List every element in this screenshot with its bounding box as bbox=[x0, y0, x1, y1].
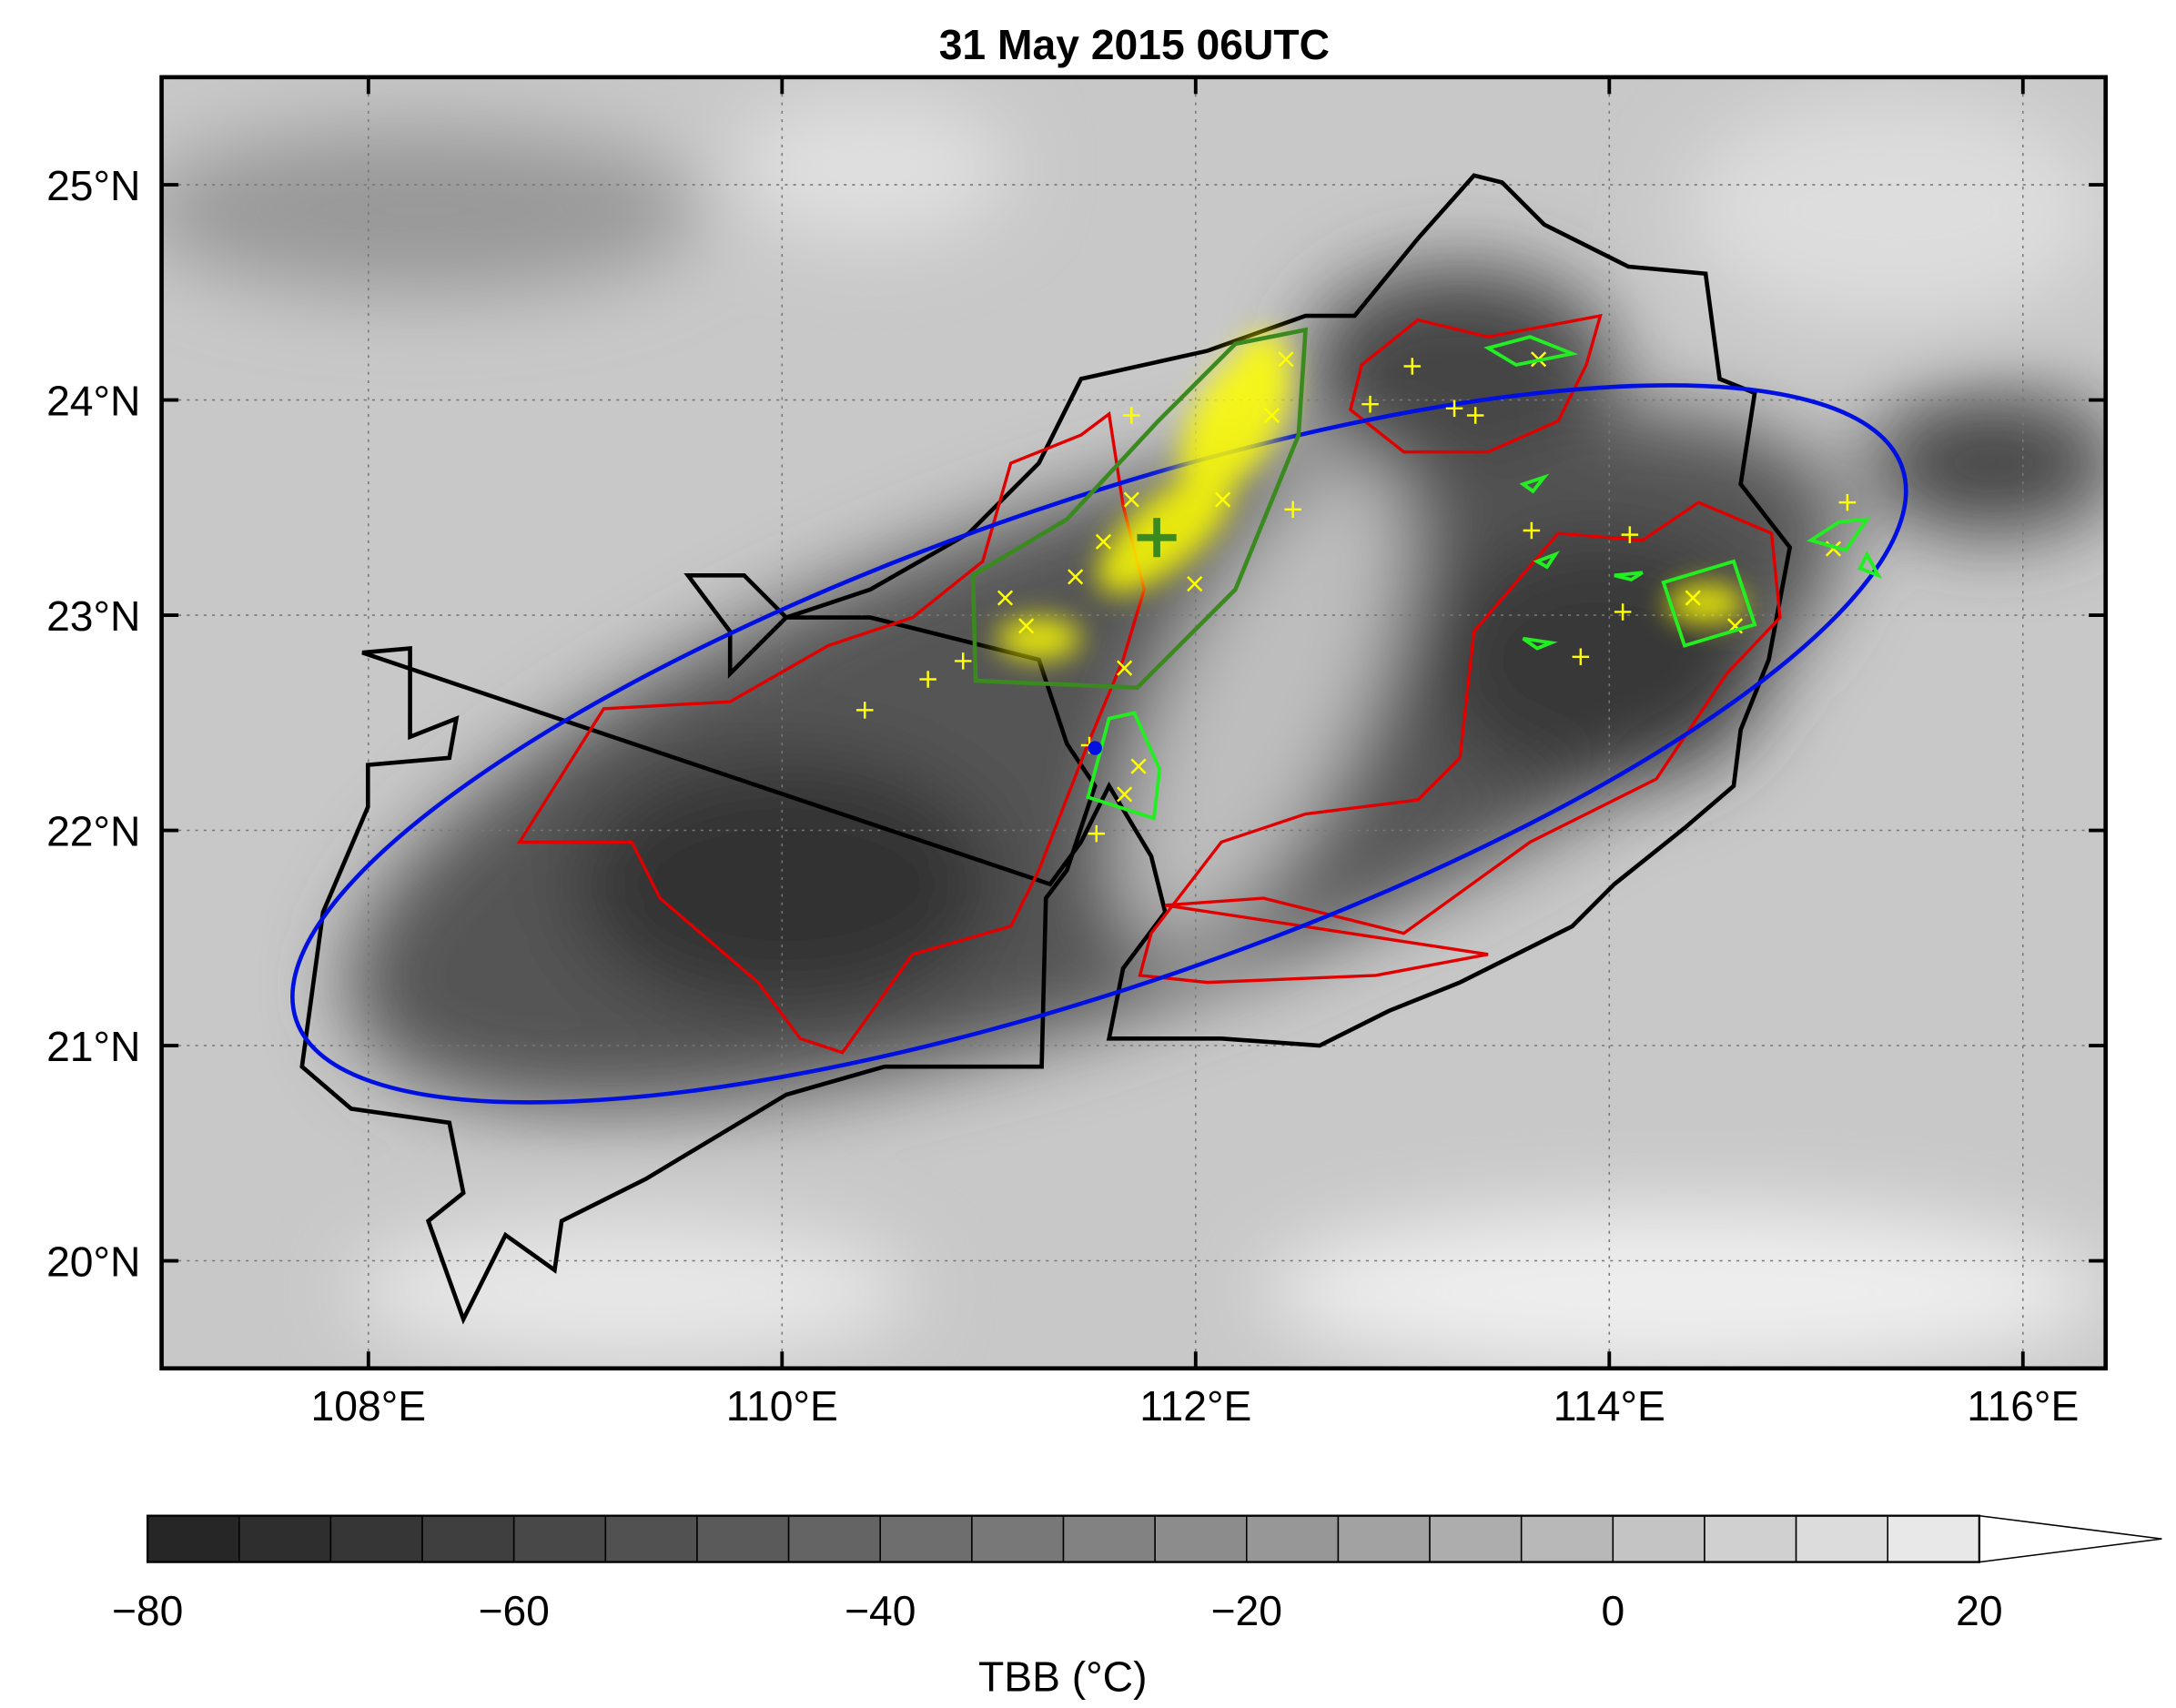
point bbox=[1088, 741, 1102, 755]
x-tick-label: 110°E bbox=[726, 1382, 838, 1430]
tbb-field bbox=[161, 76, 2106, 1369]
y-tick-label: 20°N bbox=[46, 1238, 140, 1285]
colorbar-bin bbox=[1246, 1514, 1340, 1563]
y-tick-label: 23°N bbox=[46, 592, 140, 640]
title: 31 May 2015 06UTC bbox=[939, 21, 1330, 68]
colorbar-bin bbox=[1337, 1514, 1431, 1563]
x-tick-label: 108°E bbox=[311, 1382, 427, 1430]
colorbar-bin bbox=[1887, 1514, 1980, 1563]
colorbar-bin bbox=[1429, 1514, 1523, 1563]
red-contour bbox=[1349, 313, 1603, 454]
colorbar: −80 −60 −40 −20 0 20 bbox=[112, 1514, 2162, 1634]
colorbar-label: TBB (°C) bbox=[978, 1652, 1148, 1700]
lightning-density bbox=[997, 332, 1746, 660]
colorbar-bin bbox=[147, 1514, 240, 1563]
colorbar-tick-label: −60 bbox=[478, 1587, 549, 1634]
y-tick-label: 21°N bbox=[46, 1023, 140, 1070]
colorbar-tick-label: 20 bbox=[1956, 1587, 2002, 1634]
cluster-hull bbox=[970, 327, 1309, 691]
overlays bbox=[290, 173, 1908, 1325]
colorbar-bin bbox=[1612, 1514, 1705, 1563]
colorbar-bin bbox=[696, 1514, 790, 1563]
colorbar-bin bbox=[1795, 1514, 1889, 1563]
x-tick-label: 112°E bbox=[1139, 1382, 1251, 1430]
x-tick-label: 116°E bbox=[1967, 1382, 2079, 1430]
colorbar-bin bbox=[1520, 1514, 1614, 1563]
colorbar-tick-label: −20 bbox=[1211, 1587, 1282, 1634]
colorbar-bin bbox=[787, 1514, 882, 1563]
colorbar-bin bbox=[879, 1514, 973, 1563]
frame bbox=[159, 75, 2108, 1371]
y-tick-label: 24°N bbox=[46, 378, 140, 425]
red-contour bbox=[516, 410, 1146, 1055]
x-tick-label: 114°E bbox=[1554, 1382, 1665, 1430]
colorbar-extension bbox=[1979, 1514, 2162, 1563]
colorbar-bin bbox=[1062, 1514, 1156, 1563]
colorbar-bin bbox=[512, 1514, 607, 1563]
colorbar-bin bbox=[238, 1514, 332, 1563]
colorbar-bin bbox=[421, 1514, 515, 1563]
colorbar-bin bbox=[1704, 1514, 1797, 1563]
axes: 108°E 110°E 112°E 114°E 116°E 20°N 21°N 22°N 23°… bbox=[46, 76, 2106, 1430]
cell-hulls bbox=[1086, 335, 1882, 821]
colorbar-bin bbox=[329, 1514, 423, 1563]
fitted-ellipse bbox=[290, 383, 1908, 1105]
red-contour bbox=[1138, 500, 1782, 985]
colorbar-bin bbox=[1154, 1514, 1248, 1563]
centroid bbox=[1137, 518, 1177, 558]
colorbar-bin bbox=[971, 1514, 1065, 1563]
colorbar-tick-label: −40 bbox=[845, 1587, 916, 1634]
y-tick-label: 22°N bbox=[46, 808, 140, 855]
colorbar-tick-label: 0 bbox=[1601, 1587, 1624, 1634]
black-contour bbox=[299, 173, 1793, 1325]
colorbar-frame bbox=[146, 1514, 1981, 1563]
colorbar-tick-label: −80 bbox=[112, 1587, 183, 1634]
colorbar-bin bbox=[604, 1514, 698, 1563]
y-tick-label: 25°N bbox=[46, 162, 140, 209]
